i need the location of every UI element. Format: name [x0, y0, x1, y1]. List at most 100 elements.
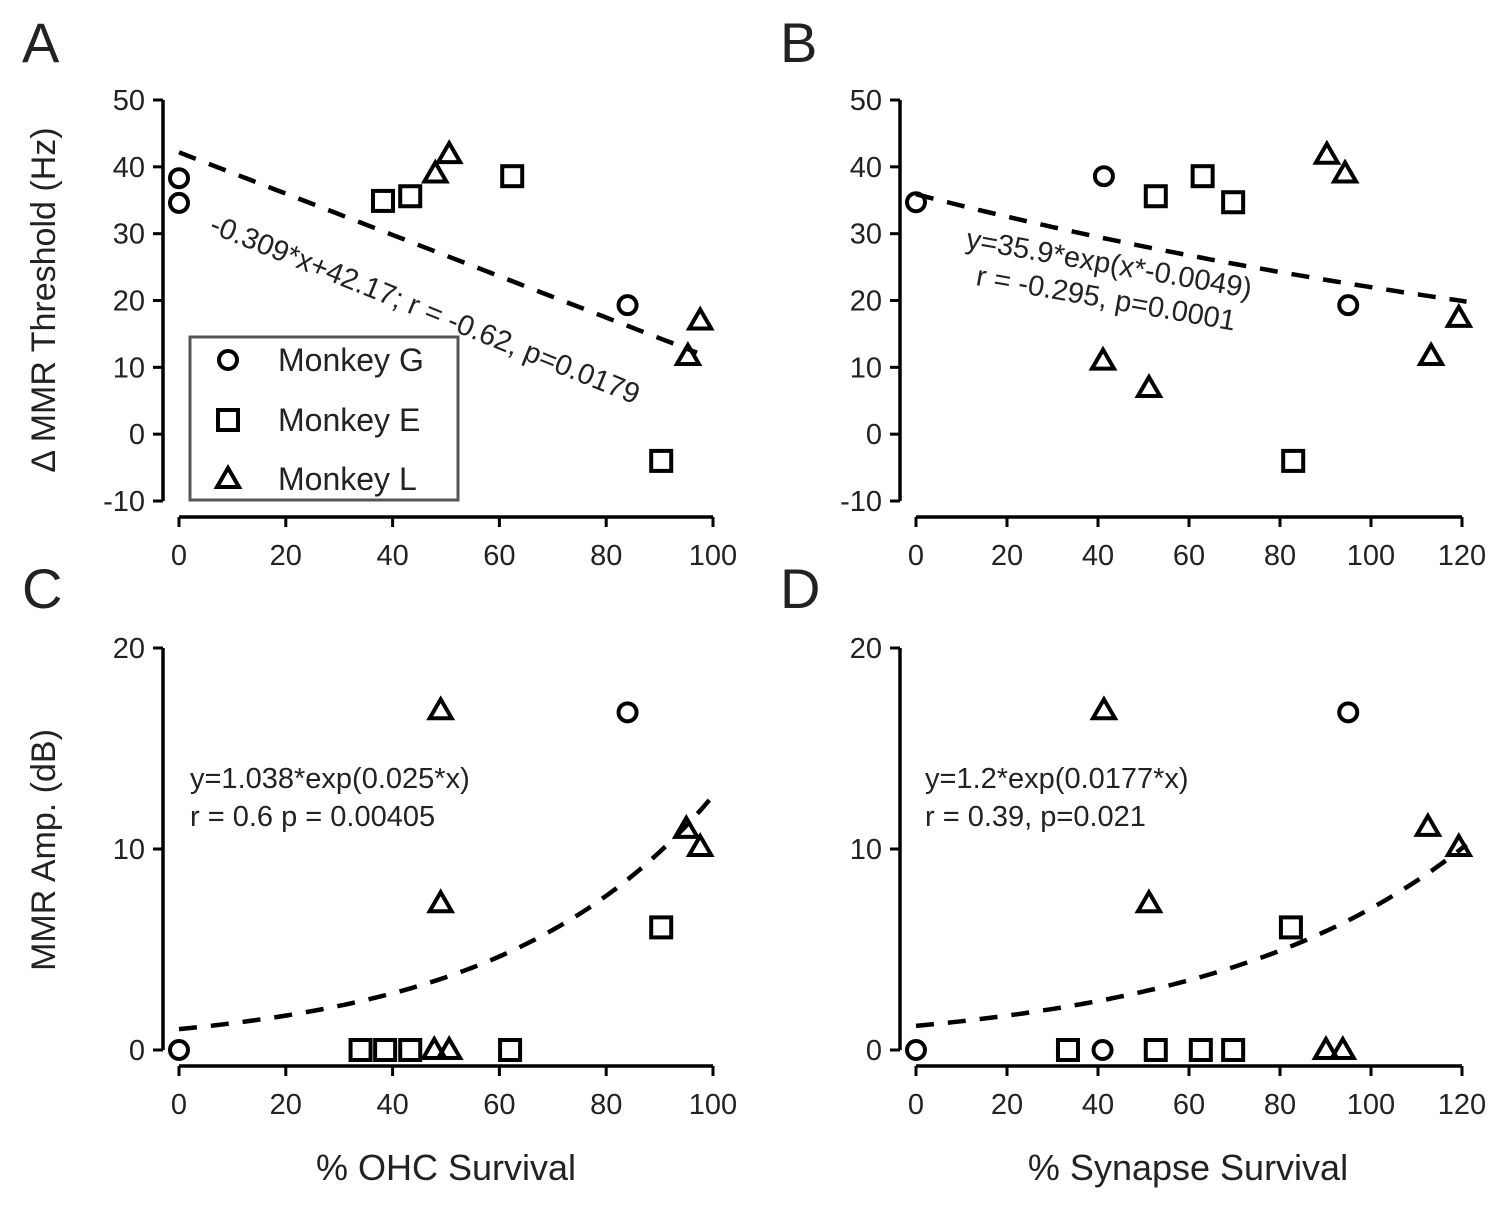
data-point-square — [649, 915, 674, 940]
y-tick-label: 10 — [113, 834, 145, 866]
data-point-triangle — [1413, 811, 1443, 837]
data-point-triangle — [420, 158, 450, 184]
x-tick-label: 0 — [171, 540, 187, 572]
x-tick-label: 0 — [171, 1089, 187, 1121]
y-axis-label: MMR Amp. (dB) — [25, 729, 63, 971]
data-point-triangle — [1134, 888, 1164, 914]
fit-annotation: r = 0.6 p = 0.00405 — [190, 801, 435, 833]
x-tick-label: 100 — [689, 1089, 737, 1121]
data-point-square — [500, 164, 525, 189]
y-tick-label: 40 — [850, 152, 882, 184]
data-point-triangle — [671, 813, 701, 839]
legend-marker-triangle — [213, 464, 243, 489]
data-point-square — [1143, 1038, 1168, 1062]
y-tick-label: -10 — [103, 486, 145, 518]
data-point-square — [398, 1038, 423, 1062]
data-point-circle — [1092, 165, 1115, 188]
data-point-triangle — [1328, 1035, 1358, 1060]
x-tick-label: 120 — [1438, 540, 1486, 572]
data-point-square — [1143, 184, 1168, 209]
panel-letter: D — [780, 557, 820, 620]
data-point-square — [1281, 448, 1306, 473]
x-tick-label: 80 — [1264, 1089, 1296, 1121]
data-point-triangle — [1089, 695, 1119, 721]
fit-annotation: y=1.038*exp(0.025*x) — [190, 763, 470, 795]
data-point-triangle — [434, 139, 464, 165]
data-point-square — [1221, 190, 1246, 215]
x-tick-label: 0 — [908, 540, 924, 572]
y-tick-label: 30 — [850, 219, 882, 251]
data-point-circle — [1091, 1039, 1114, 1061]
data-point-circle — [168, 191, 190, 214]
x-axis-label: % OHC Survival — [316, 1147, 576, 1188]
data-point-triangle — [1330, 158, 1360, 184]
panel-c: C 0 10 20 0 20 40 60 80 100 % OHC Survival MMR Amp.… — [22, 557, 737, 1188]
y-tick-label: 0 — [866, 1035, 882, 1067]
x-tick-label: 40 — [376, 540, 408, 572]
data-point-triangle — [673, 340, 703, 366]
x-tick-label: 80 — [590, 540, 622, 572]
data-point-square — [498, 1038, 523, 1062]
x-tick-label: 80 — [1264, 540, 1296, 572]
y-tick-label: 0 — [129, 1035, 145, 1067]
y-tick-label: 10 — [850, 352, 882, 384]
x-tick-label: 40 — [1082, 540, 1114, 572]
y-tick-label: 30 — [113, 219, 145, 251]
legend-label: Monkey E — [278, 402, 420, 438]
data-point-square — [1190, 164, 1215, 189]
data-point-square — [398, 184, 423, 209]
legend-label: Monkey G — [278, 342, 424, 378]
legend: Monkey G Monkey E Monkey L — [188, 335, 460, 502]
fit-line — [178, 794, 715, 1032]
data-point-triangle — [1088, 345, 1118, 371]
y-tick-label: 10 — [113, 352, 145, 384]
data-point-square — [1278, 915, 1303, 940]
data-point-circle — [1337, 701, 1360, 724]
data-point-triangle — [1311, 1035, 1341, 1060]
data-point-triangle — [1444, 831, 1474, 857]
x-tick-label: 80 — [590, 1089, 622, 1121]
x-tick-label: 60 — [483, 540, 515, 572]
y-tick-label: 20 — [113, 633, 145, 665]
legend-label: Monkey L — [278, 461, 417, 497]
y-tick-label: 0 — [129, 419, 145, 451]
data-point-circle — [168, 167, 190, 190]
x-tick-label: 100 — [689, 540, 737, 572]
data-point-triangle — [685, 831, 715, 857]
x-tick-label: 20 — [270, 540, 302, 572]
data-point-circle — [1337, 294, 1360, 317]
x-tick-label: 0 — [908, 1089, 924, 1121]
data-point-circle — [168, 1039, 190, 1061]
legend-box — [188, 335, 460, 502]
data-point-triangle — [1416, 340, 1446, 366]
panel-letter: B — [780, 11, 817, 74]
y-tick-label: 40 — [113, 152, 145, 184]
x-axis-label: % Synapse Survival — [1028, 1147, 1348, 1188]
fit-annotation: r = 0.39, p=0.021 — [925, 801, 1146, 833]
x-tick-label: 40 — [376, 1089, 408, 1121]
x-tick-label: 20 — [991, 1089, 1023, 1121]
y-tick-label: 20 — [850, 633, 882, 665]
data-point-circle — [616, 701, 639, 724]
data-point-triangle — [685, 305, 715, 331]
y-tick-label: 10 — [850, 834, 882, 866]
data-point-triangle — [1312, 139, 1342, 165]
x-tick-label: 20 — [270, 1089, 302, 1121]
data-point-triangle — [434, 1035, 464, 1060]
y-axis-label: Δ MMR Threshold (Hz) — [25, 127, 63, 472]
data-point-triangle — [419, 1035, 449, 1060]
data-point-triangle — [1444, 302, 1474, 328]
panel-a: A -10 0 10 20 30 40 50 0 20 40 60 80 100 Δ MMR Thresho… — [22, 11, 737, 572]
data-point-square — [649, 448, 674, 473]
y-tick-label: 50 — [850, 85, 882, 117]
data-point-square — [348, 1038, 373, 1062]
x-tick-label: 60 — [1173, 1089, 1205, 1121]
data-point-triangle — [426, 888, 456, 914]
x-tick-label: 100 — [1347, 540, 1395, 572]
x-tick-label: 100 — [1347, 1089, 1395, 1121]
panel-d: D 0 10 20 0 20 40 60 80 100 120 % Synapse Survival y… — [780, 557, 1486, 1188]
x-tick-label: 120 — [1438, 1089, 1486, 1121]
panel-letter: A — [22, 11, 60, 74]
data-point-square — [1221, 1038, 1246, 1062]
